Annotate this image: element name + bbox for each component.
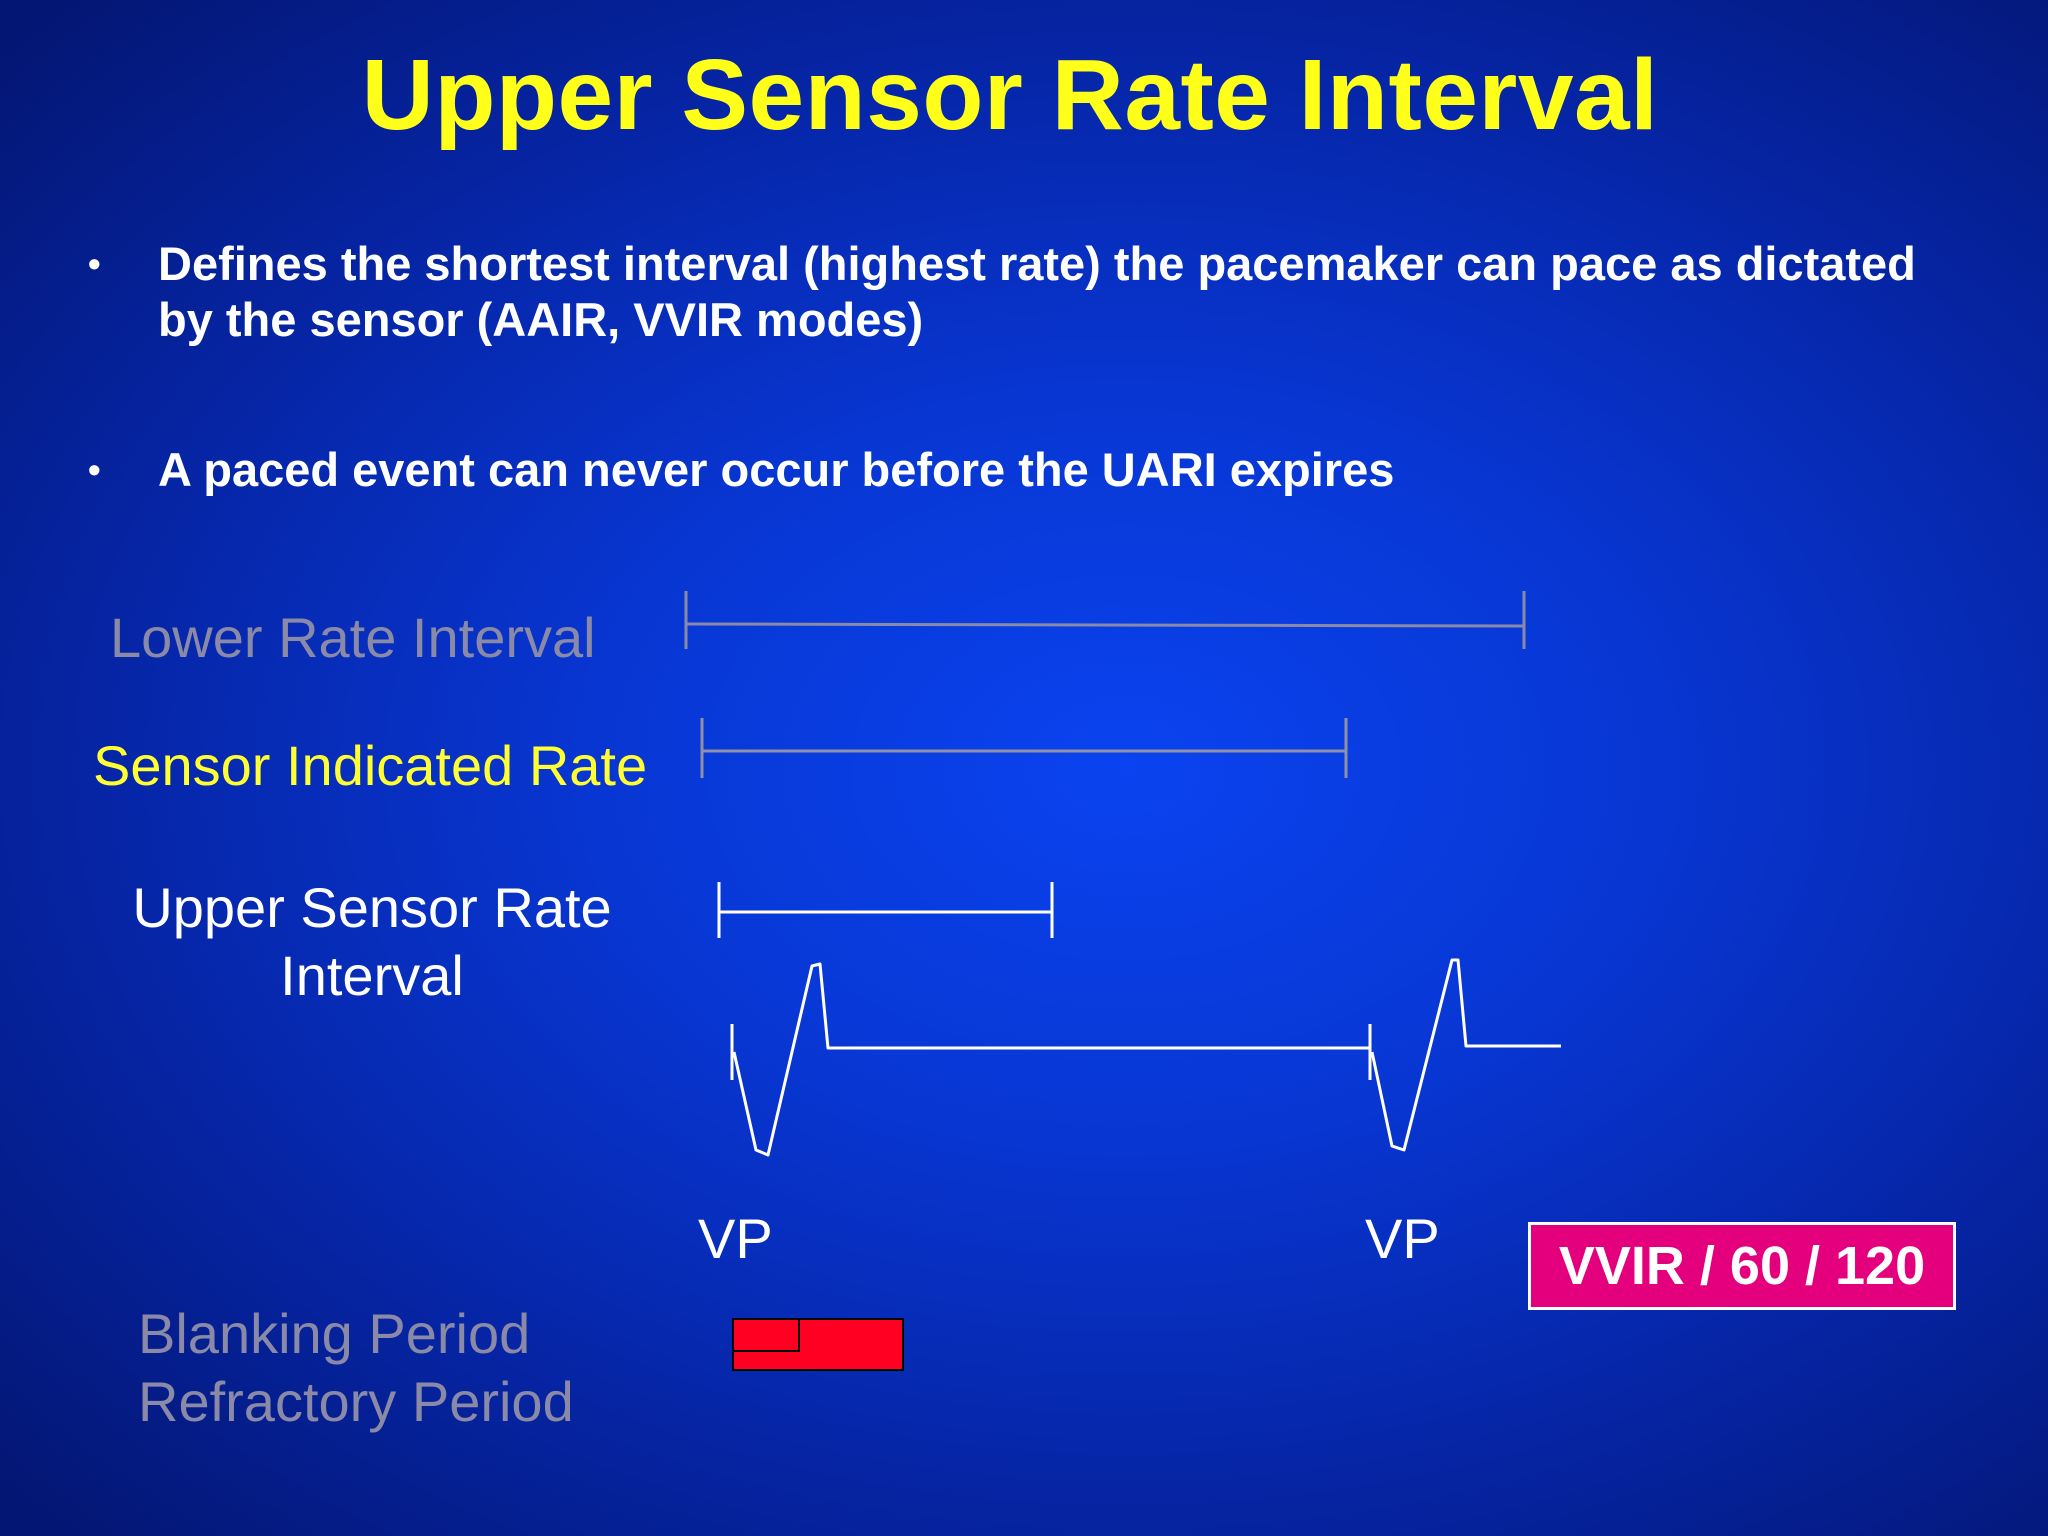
refractory-period-label: Refractory Period — [138, 1370, 574, 1433]
blanking-period-bar — [732, 1318, 800, 1352]
paced-complex-2 — [1370, 958, 1561, 1152]
blanking-refractory-bars — [732, 1318, 904, 1371]
vp-label: VP — [698, 1207, 773, 1270]
blanking-period-label: Blanking Period — [138, 1302, 531, 1365]
lower-rate-interval-bar — [684, 591, 1526, 649]
vp-label: VP — [1365, 1207, 1440, 1270]
upper-sensor-rate-label-line2: Interval — [280, 944, 464, 1007]
upper-sensor-rate-interval-label: Upper Sensor Rate Interval — [108, 874, 636, 1010]
lower-rate-interval-label: Lower Rate Interval — [110, 606, 596, 669]
bullet-dot: • — [88, 243, 101, 284]
upper-sensor-rate-interval-bar — [717, 882, 1054, 938]
slide-title: Upper Sensor Rate Interval — [361, 39, 1659, 151]
sensor-indicated-rate-bar — [700, 718, 1348, 778]
sensor-indicated-rate-label: Sensor Indicated Rate — [93, 734, 648, 797]
bullet-text: A paced event can never occur before the… — [158, 443, 1395, 496]
bullet-text: Defines the shortest interval (highest r… — [158, 237, 1916, 346]
ecg-waveform — [730, 958, 1561, 1157]
bullet-dot: • — [88, 449, 101, 490]
paced-complex-1 — [732, 962, 1370, 1157]
upper-sensor-rate-label-line1: Upper Sensor Rate — [132, 876, 612, 939]
mode-badge: VVIR / 60 / 120 — [1528, 1222, 1956, 1310]
